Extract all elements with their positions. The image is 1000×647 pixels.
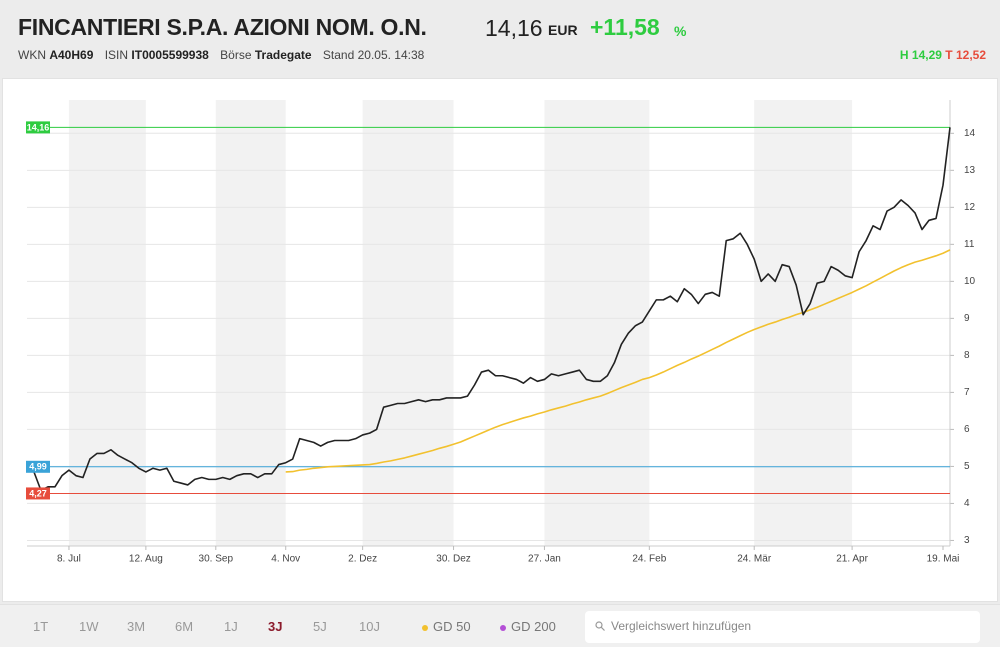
stand: Stand 20.05. 14:38 (322, 48, 425, 62)
range-button[interactable]: 10J (359, 619, 380, 634)
search-icon (595, 621, 605, 631)
meta-value: Tradegate (254, 48, 312, 62)
high: 14,29 (911, 48, 942, 62)
range-button-text: 10J (359, 619, 380, 634)
x-tick-label: 24. Mär (737, 554, 772, 565)
y-tick-label: 10 (964, 276, 976, 287)
reference-label-box (26, 487, 50, 500)
range-button[interactable]: 6M (175, 619, 193, 634)
range-button[interactable]: 1J (224, 619, 238, 634)
stock-title: FINCANTIERI S.P.A. AZIONI NOM. O.N. (18, 14, 427, 40)
y-tick-label: 13 (964, 165, 976, 176)
y-tick-label: 9 (964, 313, 970, 324)
legend-item[interactable]: GD 50 (422, 619, 471, 634)
meta-label: Börse (220, 48, 252, 62)
x-tick-label: 24. Feb (632, 554, 666, 565)
x-tick-label: 21. Apr (836, 554, 868, 565)
month-band (362, 100, 454, 546)
meta-label: ISIN (104, 48, 129, 62)
meta-value: IT0005599938 (131, 48, 209, 62)
reference-label: 14,16 (27, 122, 50, 132)
range-button[interactable]: 3J (268, 619, 282, 634)
y-tick-label: 12 (964, 202, 976, 213)
range-button-text: 1T (33, 619, 49, 634)
y-tick-label: 3 (964, 535, 970, 546)
range-button[interactable]: 5J (313, 619, 327, 634)
reference-label-box (26, 460, 50, 473)
range-button-text: 3M (127, 619, 146, 634)
range-button[interactable]: 1W (79, 619, 99, 634)
price-line (285, 249, 951, 473)
y-tick-label: 14 (964, 128, 976, 139)
price-line (26, 127, 951, 492)
high-low: H 14,29 T 12,52 (900, 48, 986, 62)
price: 14,16 (485, 15, 543, 41)
range-button-text: 1W (79, 619, 99, 634)
month-band (754, 100, 853, 546)
range-button[interactable]: 3M (127, 619, 145, 634)
y-tick-label: 5 (964, 461, 970, 472)
range-button-text: 5J (313, 619, 327, 634)
high-label: H (899, 48, 909, 62)
x-tick-label: 8. Jul (57, 554, 81, 565)
indicator-toggle-text: GD 200 (511, 619, 556, 634)
reference-label-box (26, 121, 50, 134)
month-band (68, 100, 146, 546)
reference-label: 4,27 (29, 488, 47, 498)
indicator-toggle[interactable]: GD 200 (500, 619, 556, 634)
y-tick-label: 4 (964, 498, 970, 509)
meta-label: WKN (18, 48, 46, 62)
y-tick-label: 6 (964, 424, 970, 435)
x-tick-label: 12. Aug (129, 554, 163, 565)
y-tick-label: 8 (964, 350, 970, 361)
legend-item-text: GD 50 (433, 619, 471, 634)
search-input[interactable]: Vergleichswert hinzufügen (585, 611, 980, 643)
legend-dot (500, 624, 506, 631)
x-tick-label: 19. Mai (927, 554, 960, 565)
x-tick-label: 2. Dez (348, 554, 377, 565)
x-tick-label: 30. Sep (199, 554, 234, 565)
range-button-text: 3J (268, 619, 283, 634)
change-unit: % (674, 23, 687, 39)
change: +11,58 (590, 14, 660, 40)
meta-line: WKN A40H69 ISIN IT0005599938 Börse Trade… (18, 48, 424, 62)
x-tick-label: 30. Dez (436, 554, 470, 565)
low: 12,52 (955, 48, 986, 62)
x-tick-label: 27. Jan (528, 554, 561, 565)
range-button[interactable]: 1T (33, 619, 48, 634)
low-label: T (945, 48, 953, 62)
legend-dot (422, 624, 428, 631)
x-tick-label: 4. Nov (271, 554, 300, 565)
range-button-text: 6M (175, 619, 194, 634)
range-button-text: 1J (224, 619, 238, 634)
reference-label: 4,99 (29, 462, 47, 472)
search-placeholder: Vergleichswert hinzufügen (611, 619, 752, 633)
y-tick-label: 7 (964, 387, 970, 398)
y-tick-label: 11 (964, 239, 975, 250)
currency: EUR (548, 22, 578, 38)
meta-value: A40H69 (49, 48, 94, 62)
month-band (544, 100, 650, 546)
